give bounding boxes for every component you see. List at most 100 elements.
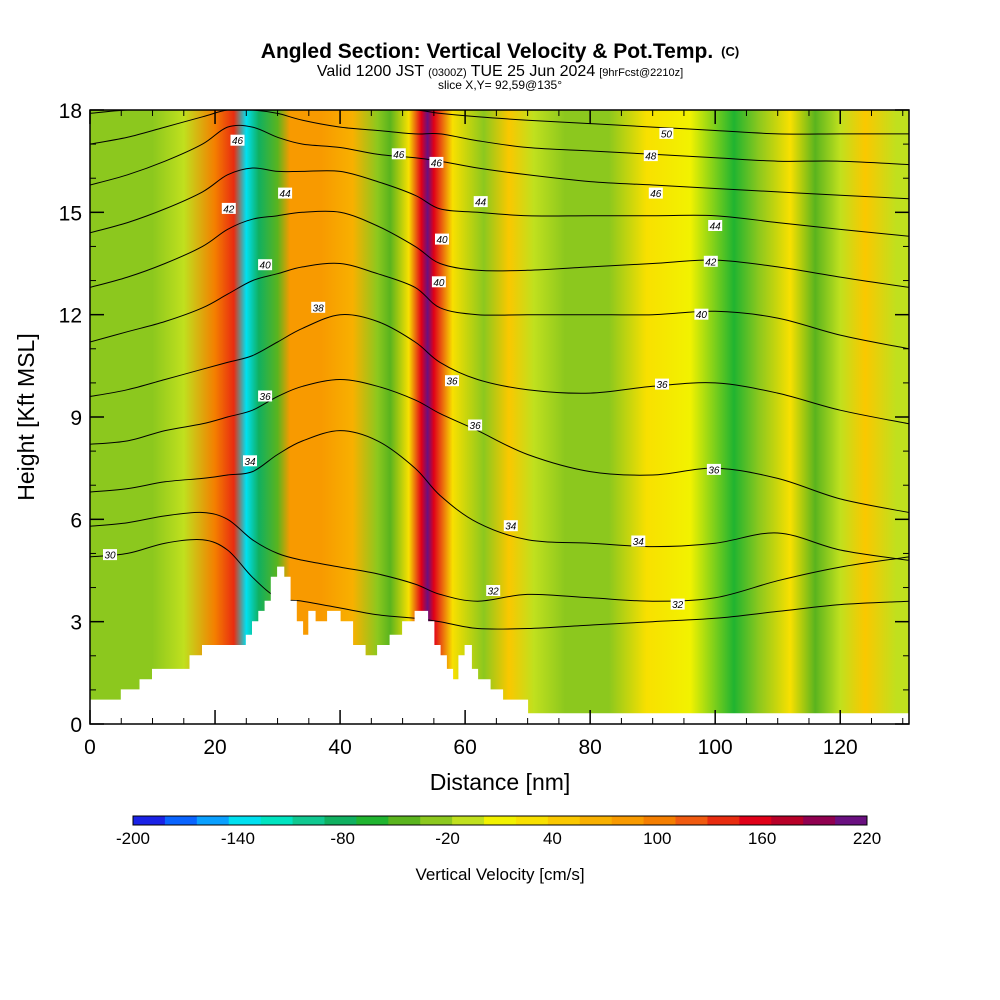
contour-label-bg bbox=[258, 259, 273, 271]
contour-label-text: 46 bbox=[431, 158, 443, 169]
contour-label-bg bbox=[391, 148, 406, 160]
contour-label-bg bbox=[703, 255, 718, 267]
contour-label-bg bbox=[503, 520, 518, 532]
contour-label-text: 38 bbox=[313, 303, 325, 314]
contour-label-bg bbox=[708, 220, 723, 231]
colorbar-swatch bbox=[803, 816, 836, 825]
contour-label-text: 50 bbox=[661, 129, 673, 140]
contour-label: 36 bbox=[706, 463, 721, 476]
contour-label-bg bbox=[221, 202, 236, 214]
isentrope-50 bbox=[90, 110, 909, 135]
contour-label-text: 48 bbox=[645, 152, 657, 163]
chart-subtitle: Valid 1200 JST (0300Z) TUE 25 Jun 2024 [9hr… bbox=[317, 63, 683, 80]
contour-label-bg bbox=[486, 585, 501, 596]
contour-label: 40 bbox=[258, 259, 273, 272]
colorbar-label: Vertical Velocity [cm/s] bbox=[415, 865, 584, 884]
contour-label-bg bbox=[655, 378, 669, 390]
x-tick-label: 100 bbox=[698, 736, 733, 759]
contour-label-bg bbox=[435, 233, 449, 245]
y-tick-label: 6 bbox=[70, 509, 82, 532]
contour-label: 50 bbox=[659, 127, 674, 140]
contour-label-text: 46 bbox=[650, 189, 662, 200]
contour-label-bg bbox=[694, 308, 709, 320]
contour-label-bg bbox=[445, 375, 459, 387]
contour-label: 36 bbox=[655, 378, 669, 391]
contour-label: 46 bbox=[230, 134, 245, 147]
contour-label: 46 bbox=[391, 148, 406, 161]
colorbar-swatch bbox=[579, 816, 613, 825]
colorbar-swatch bbox=[739, 816, 772, 825]
colorbar-swatch bbox=[228, 816, 262, 825]
x-tick-label: 60 bbox=[453, 736, 476, 759]
contour-label-bg bbox=[230, 134, 245, 146]
colorbar-swatch bbox=[515, 816, 549, 825]
contour-label: 44 bbox=[708, 220, 723, 233]
contour-label: 40 bbox=[435, 233, 449, 246]
colorbar-swatch bbox=[835, 816, 868, 825]
contour-label-bg bbox=[473, 196, 488, 208]
colorbar-swatch bbox=[484, 816, 517, 825]
colorbar-swatch bbox=[452, 816, 485, 825]
colorbar-swatch bbox=[196, 816, 230, 825]
contour-label: 44 bbox=[278, 187, 293, 200]
contour-label: 34 bbox=[503, 520, 518, 533]
colorbar-tick-label: 40 bbox=[543, 829, 562, 848]
isentrope-34 bbox=[90, 430, 909, 561]
contour-label-text: 46 bbox=[393, 150, 405, 161]
isentrope-48 bbox=[90, 110, 909, 166]
y-tick-label: 0 bbox=[70, 714, 82, 737]
contour-label: 32 bbox=[670, 598, 685, 611]
contour-label-bg bbox=[429, 156, 444, 168]
contour-label-text: 40 bbox=[696, 310, 708, 321]
colorbar-swatch bbox=[547, 816, 581, 825]
chart-title: Angled Section: Vertical Velocity & Pot.… bbox=[261, 40, 739, 63]
contour-label-text: 36 bbox=[260, 392, 272, 403]
colorbar-tick-label: 160 bbox=[748, 829, 776, 848]
isentrope-38 bbox=[90, 313, 909, 425]
contour-label-text: 36 bbox=[708, 465, 720, 476]
isentrope-30 bbox=[90, 539, 909, 630]
x-tick-label: 40 bbox=[328, 736, 351, 759]
contour-label-bg bbox=[311, 301, 326, 313]
contour-label-text: 30 bbox=[104, 551, 116, 562]
contour-label-bg bbox=[243, 455, 257, 467]
contour-label-text: 44 bbox=[710, 222, 722, 233]
slice-info: slice X,Y= 92,59@135° bbox=[438, 78, 562, 92]
colorbar-swatch bbox=[643, 816, 677, 825]
colorbar-swatch bbox=[771, 816, 804, 825]
colorbar-tick-label: -20 bbox=[435, 829, 460, 848]
contour-label: 36 bbox=[258, 390, 273, 403]
colorbar-tick-label: -200 bbox=[116, 829, 150, 848]
plot-area: 30 32 32 34 34 34 36 36 36 36 36 38 40 40 40 40 42 42 44 44… bbox=[90, 110, 909, 724]
contour-labels: 30 32 32 34 34 34 36 36 36 36 36 38 40 40 40 40 42 42 44 44… bbox=[103, 127, 723, 611]
contour-label-text: 36 bbox=[446, 377, 458, 388]
contour-label: 46 bbox=[429, 156, 444, 169]
terrain-mask bbox=[90, 566, 909, 724]
contour-label: 46 bbox=[648, 187, 663, 200]
contour-label-bg bbox=[659, 127, 674, 139]
contour-label-bg bbox=[103, 549, 117, 561]
contour-label: 40 bbox=[694, 308, 709, 321]
contour-label-bg bbox=[706, 463, 721, 475]
x-axis-label: Distance [nm] bbox=[430, 769, 571, 795]
x-tick-label: 80 bbox=[578, 736, 601, 759]
contour-label-bg bbox=[648, 187, 663, 199]
y-tick-label: 3 bbox=[70, 612, 82, 635]
contour-label-text: 40 bbox=[260, 261, 272, 272]
contour-label-text: 32 bbox=[488, 587, 500, 598]
colorbar-swatch bbox=[133, 816, 166, 825]
colorbar-swatch bbox=[420, 816, 453, 825]
colorbar: -200 -140 -80 -20 40 100 160 220 bbox=[116, 815, 881, 848]
x-tick-label: 0 bbox=[84, 736, 96, 759]
colorbar-swatch bbox=[611, 816, 645, 825]
isentrope-32 bbox=[90, 511, 909, 602]
contour-label-bg bbox=[431, 276, 446, 288]
contour-label-text: 40 bbox=[436, 235, 448, 246]
contour-label: 48 bbox=[643, 150, 658, 163]
y-tick-label: 12 bbox=[59, 305, 82, 328]
contour-label-text: 44 bbox=[475, 198, 487, 209]
contour-label: 44 bbox=[473, 196, 488, 209]
contour-label-text: 40 bbox=[433, 278, 445, 289]
contour-label-bg bbox=[258, 390, 273, 402]
contour-label-bg bbox=[468, 419, 483, 431]
